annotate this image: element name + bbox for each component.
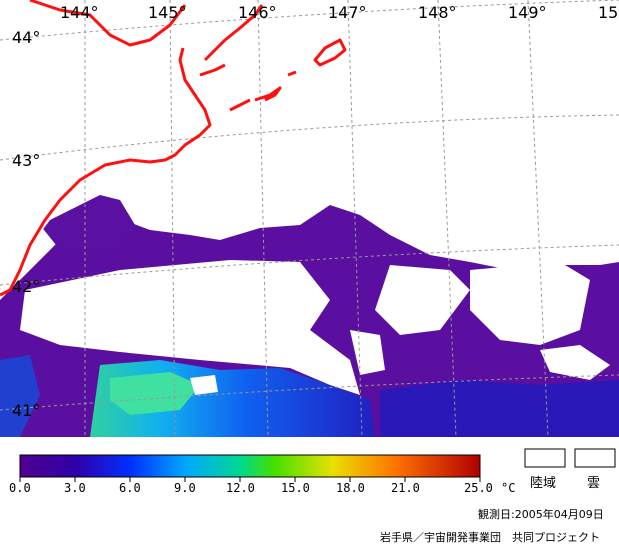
land-swatch — [524, 448, 566, 468]
lat-label-42: 42° — [12, 277, 40, 296]
cloud-swatch — [574, 448, 616, 468]
lon-label-146: 146° — [238, 3, 277, 22]
tick-label-12: 12.0 — [226, 481, 255, 495]
lat-label-44: 44° — [12, 28, 40, 47]
sea-surface-temperature-map: 144° 145° 146° 147° 148° 149° 15 44° 43°… — [0, 0, 619, 437]
cloud-mask — [20, 260, 610, 395]
lon-label-147: 147° — [328, 3, 367, 22]
tick-label-15: 15.0 — [281, 481, 310, 495]
color-scale-bar — [19, 454, 481, 478]
lon-label-150: 15 — [598, 3, 618, 22]
tick-label-0: 0.0 — [9, 481, 31, 495]
cloud-label: 雲 — [587, 476, 601, 491]
land-and-cloud-north — [0, 0, 619, 290]
tick-label-3: 3.0 — [64, 481, 86, 495]
tick-label-9: 9.0 — [174, 481, 196, 495]
tick-label-18: 18.0 — [336, 481, 365, 495]
credit-line: 岩手県／宇宙開発事業団 共同プロジェクト — [380, 531, 600, 544]
lat-label-41: 41° — [12, 401, 40, 420]
unit-label: °C — [501, 481, 516, 495]
tick-label-25: 25.0 — [464, 481, 493, 495]
tick-label-6: 6.0 — [119, 481, 141, 495]
lon-label-144: 144° — [60, 3, 99, 22]
observation-date: 観測日:2005年04月09日 — [478, 508, 604, 521]
temperature-color-bar — [19, 448, 616, 482]
graticule — [0, 0, 619, 437]
land-label: 陸域 — [530, 476, 557, 491]
lon-label-149: 149° — [508, 3, 547, 22]
lon-label-148: 148° — [418, 3, 457, 22]
tick-label-21: 21.0 — [391, 481, 420, 495]
coastline — [0, 0, 347, 297]
lon-label-145: 145° — [148, 3, 187, 22]
lat-label-43: 43° — [12, 151, 40, 170]
